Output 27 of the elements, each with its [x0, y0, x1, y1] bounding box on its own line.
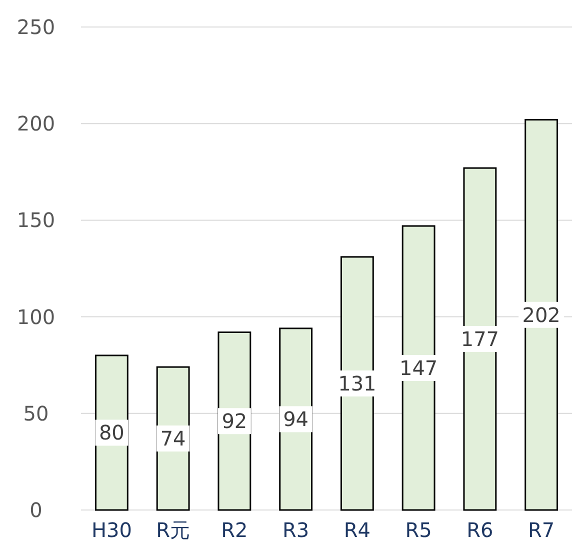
- bar: [463, 167, 497, 511]
- x-tick-label: H30: [91, 518, 132, 542]
- y-tick-label: 100: [16, 304, 56, 329]
- data-label: 202: [522, 302, 560, 327]
- bar: [402, 225, 436, 511]
- bar: [340, 256, 374, 511]
- x-tick-label: R3: [282, 518, 310, 542]
- y-tick-label: 50: [23, 401, 49, 426]
- data-label: 94: [283, 407, 309, 432]
- y-tick-label: 200: [16, 112, 56, 136]
- x-tick-label: R2: [221, 518, 248, 542]
- data-label: 80: [98, 420, 124, 445]
- x-tick-label: R4: [344, 518, 370, 542]
- x-tick-label: R5: [405, 518, 432, 542]
- bar: [279, 328, 313, 511]
- x-tick-label: R7: [528, 518, 555, 542]
- y-tick-label: 0: [30, 498, 42, 522]
- data-label: 177: [460, 327, 500, 352]
- bar: [218, 332, 252, 511]
- data-label: 92: [222, 409, 248, 434]
- x-tick-label: R6: [466, 518, 494, 542]
- y-tick-label: 250: [16, 15, 56, 39]
- data-label: 131: [338, 371, 376, 396]
- data-label: 147: [399, 356, 438, 380]
- x-tick-label: R元: [156, 518, 190, 542]
- y-tick-label: 150: [16, 208, 56, 232]
- data-label: 74: [160, 426, 186, 451]
